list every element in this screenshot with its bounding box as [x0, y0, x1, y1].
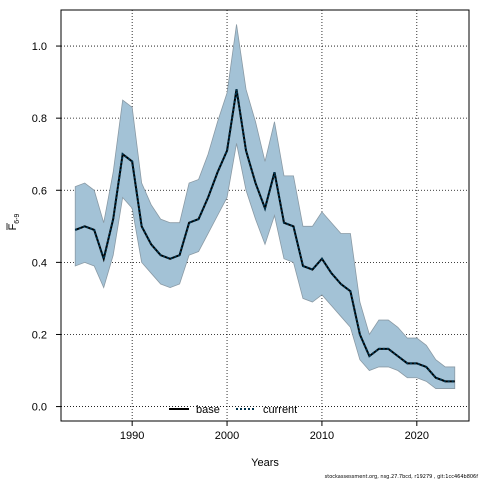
x-tick-label: 1990 — [120, 430, 144, 442]
x-tick-label: 2010 — [310, 430, 334, 442]
y-tick-label: 0.2 — [32, 329, 47, 341]
y-tick-label: 1.0 — [32, 41, 47, 53]
y-tick-label: 0.4 — [32, 257, 47, 269]
x-tick-label: 2020 — [405, 430, 429, 442]
series-line-current — [74, 89, 455, 383]
y-tick-label: 0.8 — [32, 113, 47, 125]
y-tick-label: 0.6 — [32, 185, 47, 197]
y-tick-label: 0.0 — [32, 402, 47, 414]
y-axis: 0.0 0.2 0.4 0.6 0.8 1.0 — [32, 41, 61, 414]
y-axis-title-main: F — [7, 223, 19, 230]
plot-frame — [60, 9, 470, 422]
legend: base current — [169, 404, 297, 416]
x-tick-label: 2000 — [215, 430, 239, 442]
svg-text:F6-9: F6-9 — [7, 213, 21, 230]
footnote: stockassessment.org, nsg.27.7bcd, r19279… — [325, 474, 479, 480]
x-axis: 1990 2000 2010 2020 — [120, 421, 429, 442]
x-axis-title: Years — [251, 457, 279, 469]
legend-label-current: current — [263, 404, 297, 416]
y-axis-title-sub: 6-9 — [14, 213, 21, 223]
y-axis-title: F6-9 — [6, 213, 21, 230]
legend-label-base: base — [196, 404, 220, 416]
